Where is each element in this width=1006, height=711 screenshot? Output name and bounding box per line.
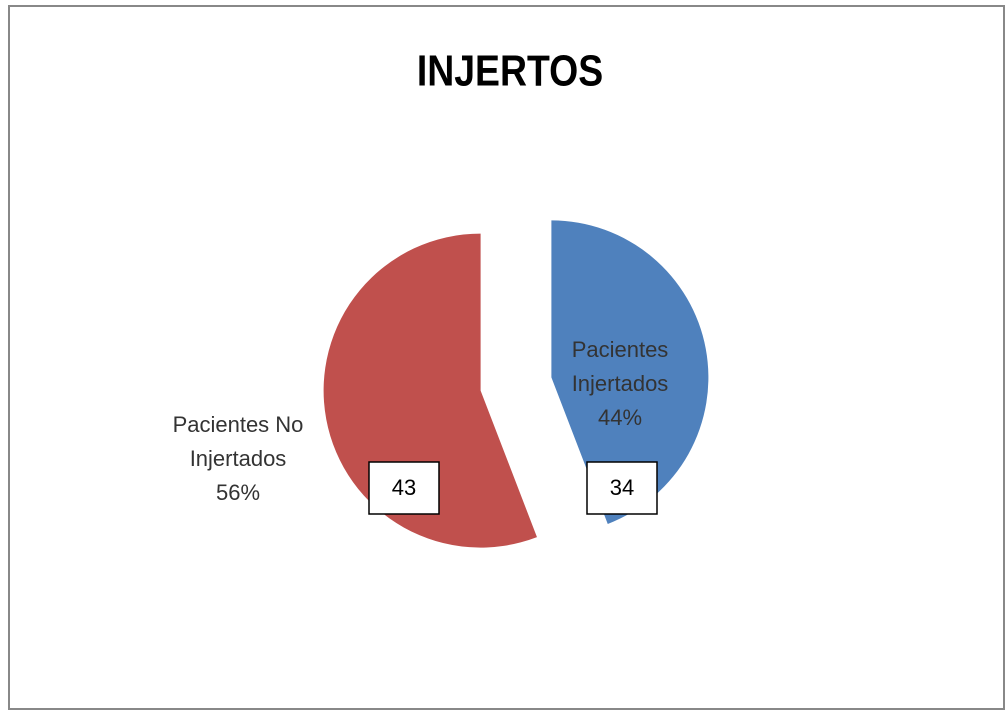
pie-slice: [551, 220, 709, 524]
chart-frame: [8, 5, 1005, 710]
slice-label: Pacientes No Injertados: [173, 412, 304, 471]
value-box: [368, 461, 440, 515]
value-box: [586, 461, 658, 515]
percentage-label: 44%: [598, 405, 642, 430]
label-line: Injertados: [190, 446, 287, 471]
label-line: Pacientes: [572, 337, 669, 362]
slice-label: Pacientes Injertados: [572, 337, 669, 396]
label-line: Injertados: [572, 371, 669, 396]
value-label: 43: [392, 475, 416, 500]
percentage-label: 56%: [216, 480, 260, 505]
value-label: 34: [610, 475, 634, 500]
chart-title: INJERTOS: [417, 46, 603, 96]
label-line: Pacientes No: [173, 412, 304, 437]
